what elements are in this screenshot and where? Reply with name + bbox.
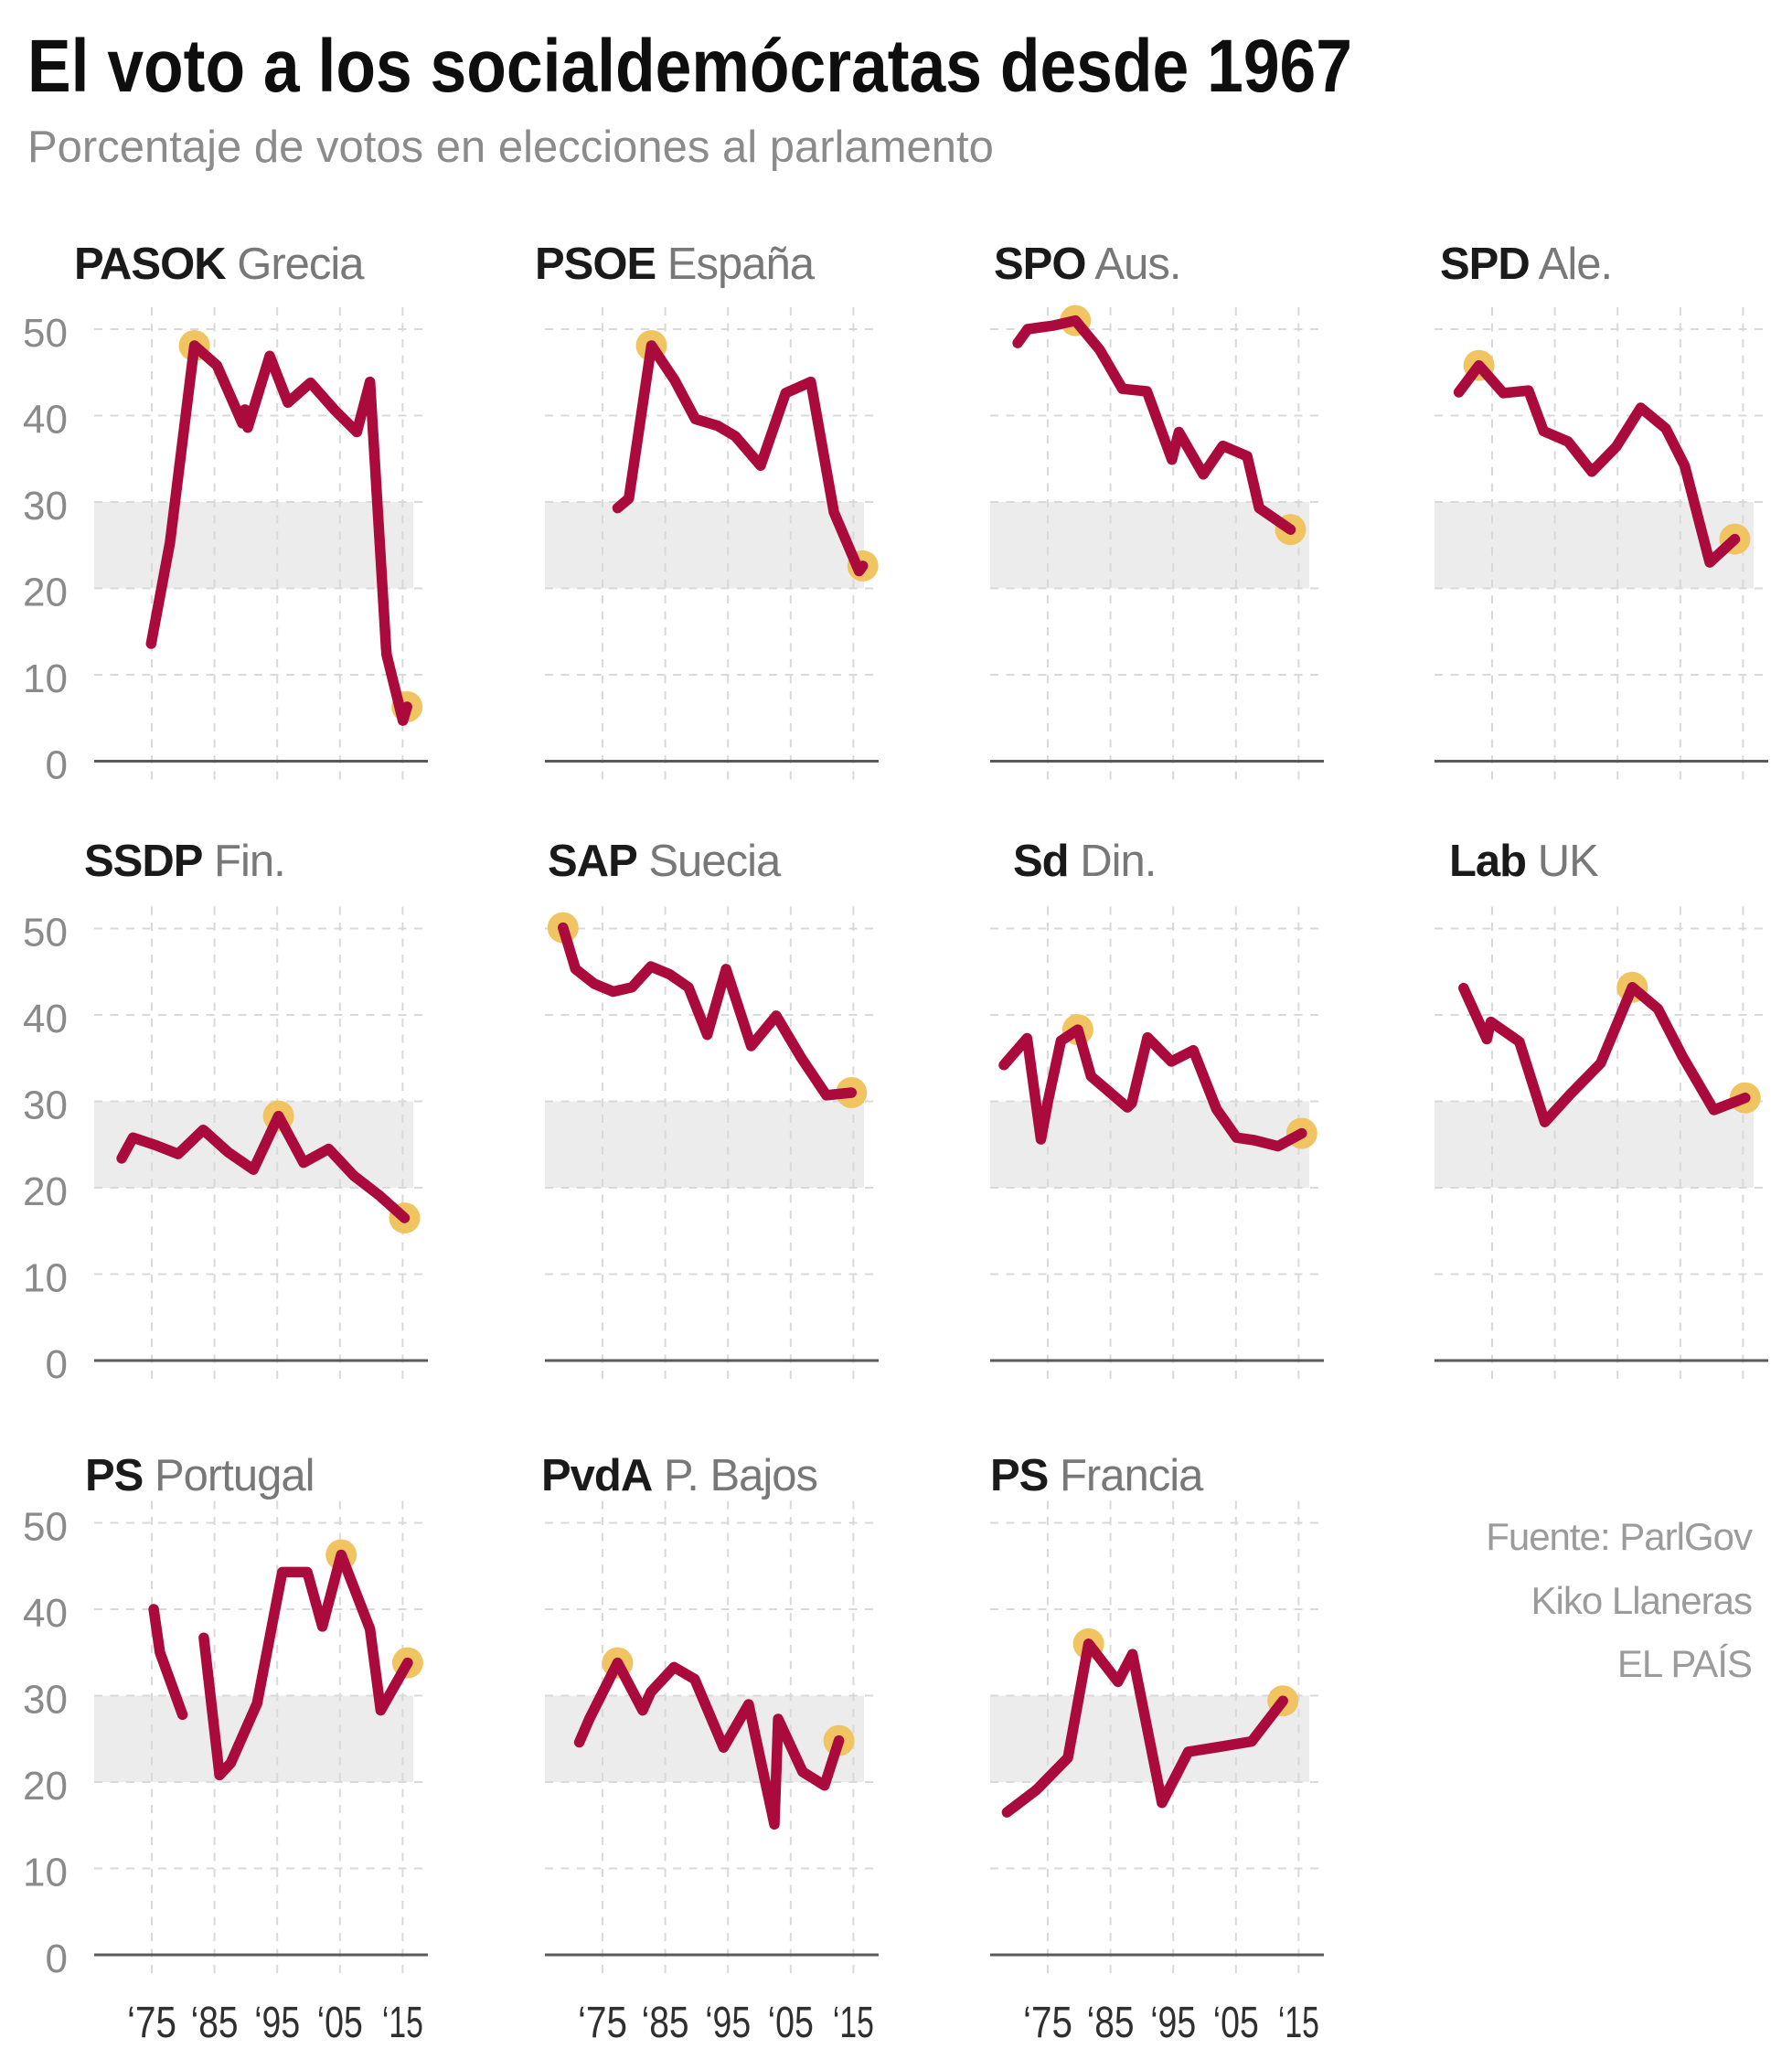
- svg-text:SSDP Fin.: SSDP Fin.: [84, 837, 285, 886]
- svg-text:10: 10: [23, 1851, 68, 1895]
- svg-text:‘95: ‘95: [705, 1999, 751, 2047]
- svg-text:SPD Ale.: SPD Ale.: [1440, 240, 1612, 289]
- svg-text:30: 30: [23, 1678, 68, 1723]
- svg-text:Fuente: ParlGov: Fuente: ParlGov: [1486, 1515, 1753, 1558]
- svg-text:Sd Din.: Sd Din.: [1013, 837, 1156, 886]
- svg-text:50: 50: [23, 311, 68, 356]
- svg-text:40: 40: [23, 1591, 68, 1636]
- svg-text:PS Portugal: PS Portugal: [85, 1451, 315, 1500]
- svg-text:PS Francia: PS Francia: [990, 1451, 1204, 1500]
- svg-text:‘15: ‘15: [382, 1999, 423, 2047]
- svg-text:‘15: ‘15: [1278, 1999, 1319, 2047]
- svg-text:30: 30: [23, 484, 68, 528]
- svg-text:10: 10: [23, 656, 68, 701]
- svg-text:‘85: ‘85: [642, 1999, 689, 2047]
- svg-text:30: 30: [23, 1083, 68, 1128]
- svg-text:Lab UK: Lab UK: [1449, 837, 1599, 886]
- svg-text:0: 0: [46, 743, 68, 788]
- svg-text:‘85: ‘85: [1087, 1999, 1135, 2047]
- svg-text:20: 20: [23, 571, 68, 615]
- svg-text:20: 20: [23, 1169, 68, 1214]
- svg-text:50: 50: [23, 911, 68, 955]
- svg-text:EL PAÍS: EL PAÍS: [1617, 1642, 1752, 1685]
- svg-text:0: 0: [46, 1342, 68, 1387]
- svg-text:Porcentaje de votos en eleccio: Porcentaje de votos en elecciones al par…: [27, 123, 994, 172]
- svg-text:‘05: ‘05: [768, 1999, 814, 2047]
- svg-text:10: 10: [23, 1256, 68, 1301]
- svg-text:PASOK Grecia: PASOK Grecia: [74, 240, 365, 289]
- svg-text:40: 40: [23, 997, 68, 1041]
- svg-text:PSOE España: PSOE España: [535, 240, 816, 289]
- svg-text:‘75: ‘75: [578, 1999, 627, 2047]
- svg-text:‘05: ‘05: [1213, 1999, 1259, 2047]
- svg-text:‘75: ‘75: [1023, 1999, 1072, 2047]
- svg-text:‘95: ‘95: [254, 1999, 300, 2047]
- svg-text:‘95: ‘95: [1150, 1999, 1196, 2047]
- svg-text:SAP Suecia: SAP Suecia: [548, 837, 782, 886]
- svg-text:El voto a los socialdemócratas: El voto a los socialdemócratas desde 196…: [27, 25, 1352, 108]
- svg-text:‘75: ‘75: [127, 1999, 176, 2047]
- svg-text:‘15: ‘15: [833, 1999, 874, 2047]
- svg-text:SPO Aus.: SPO Aus.: [994, 240, 1180, 289]
- svg-text:0: 0: [46, 1937, 68, 1981]
- svg-text:Kiko Llaneras: Kiko Llaneras: [1531, 1579, 1752, 1622]
- svg-text:40: 40: [23, 398, 68, 443]
- svg-text:50: 50: [23, 1505, 68, 1550]
- svg-text:‘05: ‘05: [317, 1999, 363, 2047]
- svg-text:‘85: ‘85: [191, 1999, 239, 2047]
- svg-text:PvdA P. Bajos: PvdA P. Bajos: [541, 1451, 817, 1500]
- svg-text:20: 20: [23, 1764, 68, 1809]
